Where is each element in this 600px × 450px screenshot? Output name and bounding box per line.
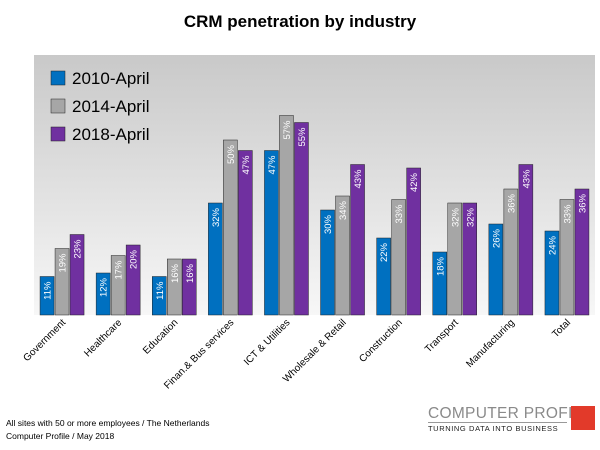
legend-label: 2010-April [72, 69, 150, 88]
bar-value-label: 20% [129, 249, 140, 269]
bar [432, 251, 447, 316]
logo-name: COMPUTER PROFILE [428, 405, 593, 422]
bar-group: 11% 19% 23% 12% 17% 20% 11% 16% 16% 32% 50% 47% 47% 5… [39, 115, 590, 316]
bar-value-label: 17% [114, 260, 125, 280]
legend-swatch [50, 70, 66, 86]
footer-source: Computer Profile / May 2018 [6, 431, 115, 441]
x-tick-label: Total [550, 317, 573, 340]
bar [152, 276, 167, 316]
bar-value-label: 43% [353, 169, 364, 189]
bar-value-label: 47% [267, 155, 278, 175]
bar-value-label: 36% [506, 193, 517, 213]
bar [294, 122, 309, 316]
bar-value-label: 22% [379, 242, 390, 262]
bar [559, 199, 575, 316]
bar [39, 276, 55, 316]
x-tick-label: Healthcare [82, 317, 124, 359]
bar [488, 223, 504, 316]
bar [125, 244, 141, 316]
bar-value-label: 55% [297, 127, 308, 147]
bar [279, 115, 294, 316]
bar [238, 150, 253, 316]
bar-value-label: 19% [58, 253, 69, 273]
bar [574, 188, 590, 316]
x-tick-label: Transport [423, 317, 461, 355]
bar-value-label: 50% [226, 144, 237, 164]
bar [182, 258, 197, 316]
chart-title: CRM penetration by industry [184, 12, 417, 31]
bar-value-label: 12% [99, 277, 110, 297]
bar [518, 164, 534, 316]
bar-value-label: 42% [409, 172, 420, 192]
bar [69, 234, 85, 316]
bar-value-label: 32% [211, 207, 222, 227]
bar-value-label: 24% [547, 235, 558, 255]
bar-value-label: 33% [394, 204, 405, 224]
bar [320, 209, 335, 316]
bar-value-label: 43% [521, 169, 532, 189]
bar [167, 258, 182, 316]
bar-value-label: 32% [450, 207, 461, 227]
legend-label: 2014-April [72, 97, 150, 116]
x-tick-label: Wholesale & Retail [281, 317, 349, 385]
legend-label: 2018-April [72, 125, 150, 144]
bar [462, 202, 477, 316]
logo-divider [428, 422, 567, 423]
bar [223, 139, 238, 316]
bar [391, 199, 406, 316]
bar [208, 202, 223, 316]
legend-swatch [50, 98, 66, 114]
bar [503, 188, 519, 316]
bar [376, 237, 391, 316]
legend-swatch [50, 126, 66, 142]
bar-value-label: 26% [491, 228, 502, 248]
bar [54, 248, 70, 316]
bar-value-label: 16% [185, 263, 196, 283]
bar [544, 230, 560, 316]
bar-value-label: 11% [43, 281, 54, 300]
bar-value-label: 30% [323, 214, 334, 234]
bar-value-label: 16% [170, 263, 181, 283]
bar-value-label: 32% [465, 207, 476, 227]
bar [335, 195, 350, 316]
bar-value-label: 23% [73, 239, 84, 259]
bar [350, 164, 365, 316]
bar [110, 255, 126, 316]
x-tick-label: Construction [357, 317, 404, 364]
bar-value-label: 11% [155, 281, 166, 300]
x-tick-label: Education [141, 317, 180, 356]
bar [406, 167, 421, 316]
bar-value-label: 47% [241, 155, 252, 175]
bar-value-label: 33% [562, 204, 573, 224]
bar [447, 202, 462, 316]
logo-square-icon [571, 406, 595, 430]
legend: 2010-April 2014-April 2018-April [50, 69, 150, 144]
x-tick-label: Manufacturing [464, 317, 517, 370]
footer-note: All sites with 50 or more employees / Th… [6, 418, 210, 428]
bar-value-label: 36% [577, 193, 588, 213]
bar [95, 272, 111, 316]
bar-value-label: 34% [338, 200, 349, 220]
bar-value-label: 18% [435, 256, 446, 276]
bar [264, 150, 279, 316]
logo-tagline: TURNING DATA INTO BUSINESS [428, 424, 559, 433]
x-tick-label: ICT & Utilities [242, 317, 292, 367]
x-tick-label: Government [21, 317, 68, 364]
bar-value-label: 57% [282, 120, 293, 140]
